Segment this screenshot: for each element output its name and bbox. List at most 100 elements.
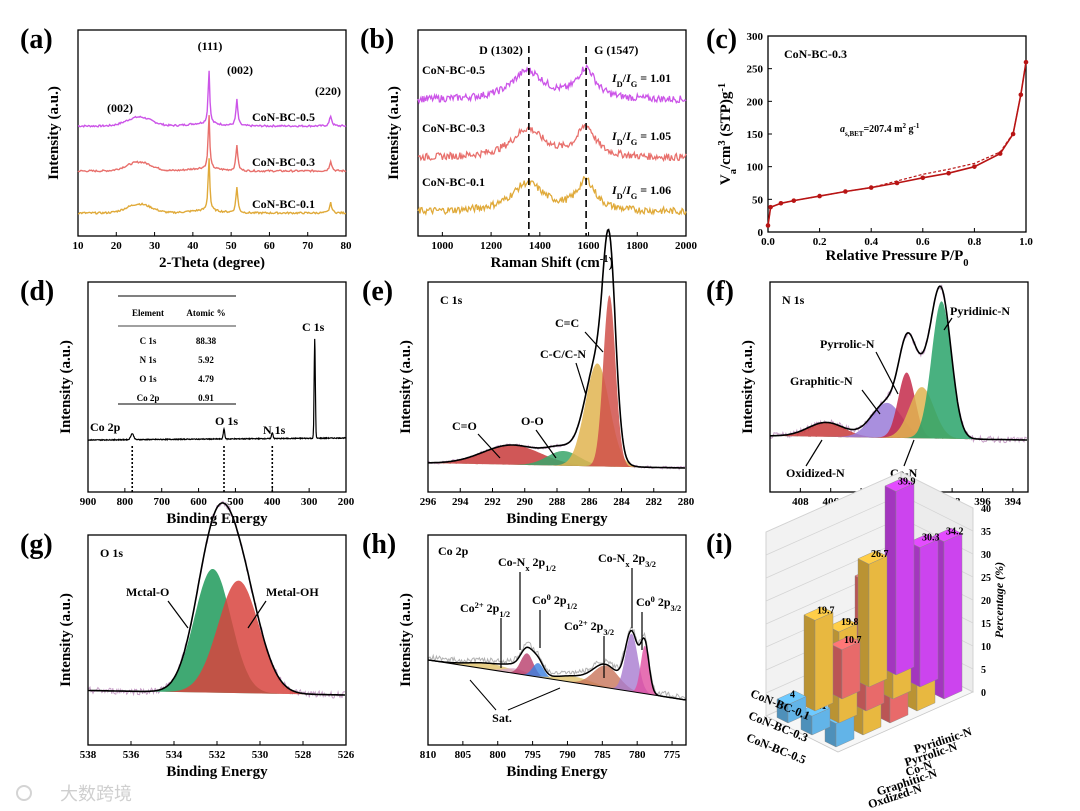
core-level-label: Co 2p xyxy=(438,544,469,558)
x-axis-title: Binding Energy xyxy=(166,764,268,780)
xrd-series-line xyxy=(77,158,347,215)
xrd-series-line xyxy=(77,70,347,128)
y-axis-title: Intensity (a.u.) xyxy=(398,340,414,434)
satellite-leader-line xyxy=(507,687,561,711)
x-tick-label: 0.0 xyxy=(761,236,775,248)
z-tick-label: 25 xyxy=(981,573,991,584)
table-cell: Co 2p xyxy=(137,393,160,403)
z-tick-label: 5 xyxy=(981,665,986,676)
x-tick-label: 538 xyxy=(80,749,97,761)
plot-frame xyxy=(77,29,347,237)
grid-line xyxy=(765,494,902,556)
bar-top xyxy=(884,477,915,492)
raman-series-line xyxy=(417,123,687,163)
x-tick-label: 286 xyxy=(581,496,598,508)
bar-top xyxy=(857,550,888,565)
bar-front xyxy=(895,483,915,676)
y-tick-label: 150 xyxy=(747,129,764,141)
panel-letter-g: (g) xyxy=(20,529,53,560)
x-tick-label: 775 xyxy=(664,749,681,761)
panel-a: (a) 10 20 30 40 50 60 70 80 2-Theta (degree) Inten… xyxy=(20,24,352,271)
panel-letter-d: (d) xyxy=(20,276,54,307)
y-tick-label: 300 xyxy=(747,31,764,43)
x-tick-label: 1200 xyxy=(480,240,503,252)
peak-label: O 1s xyxy=(215,414,238,428)
x-tick-label: 534 xyxy=(166,749,183,761)
id-ig-ratio: ID/IG = 1.05 xyxy=(611,129,671,147)
x-axis-title: Raman Shift (cm-1) xyxy=(491,254,614,272)
core-level-label: O 1s xyxy=(100,546,123,560)
label-leader-line xyxy=(477,433,501,459)
panel-letter-b: (b) xyxy=(360,24,394,55)
x-tick-label: 284 xyxy=(613,496,630,508)
isotherm-point xyxy=(778,200,784,206)
x-tick-label: 294 xyxy=(452,496,469,508)
x-tick-label: 1000 xyxy=(431,240,454,252)
peak-label: Co-Nx 2p3/2 xyxy=(598,551,656,569)
label-leader-line xyxy=(575,362,587,396)
isotherm-point xyxy=(768,204,773,210)
x-tick-label: 20 xyxy=(111,240,123,252)
fit-component-area xyxy=(428,633,686,700)
bar-value-label: 39.9 xyxy=(898,476,916,487)
plot-frame xyxy=(427,534,687,746)
bar-value-label: 34.2 xyxy=(946,527,964,538)
fit-component-area xyxy=(770,422,1028,440)
panel-letter-e: (e) xyxy=(362,276,393,307)
isotherm-point xyxy=(791,198,797,203)
id-ig-ratio: ID/IG = 1.06 xyxy=(611,183,671,201)
label-leader-line xyxy=(903,439,915,467)
envelope-line xyxy=(770,285,1027,441)
peak-label: Co2+ 2p1/2 xyxy=(460,601,510,619)
x-tick-label: 394 xyxy=(1005,496,1022,508)
z-tick-label: 0 xyxy=(981,688,986,699)
isotherm-point xyxy=(920,175,926,181)
y-axis-title: Intensity (a.u.) xyxy=(58,340,74,434)
x-tick-label: 795 xyxy=(524,749,541,761)
plot-frame xyxy=(87,281,347,493)
bar-front xyxy=(868,555,888,688)
x-axis-title: Binding Energy xyxy=(506,764,608,780)
x-tick-label: 780 xyxy=(629,749,646,761)
component-label: Graphitic-N xyxy=(790,374,853,388)
panel-h: (h) 810 805 800 795 790 785 780 775 Binding Energ… xyxy=(362,529,687,780)
grid-line xyxy=(765,540,902,602)
x-axis-title: 2-Theta (degree) xyxy=(159,255,265,271)
x-tick-label: 290 xyxy=(517,496,534,508)
z-tick-label: 30 xyxy=(981,550,991,561)
x-tick-label: 280 xyxy=(678,496,695,508)
y-tick-label: 250 xyxy=(747,64,764,76)
x-tick-label: 785 xyxy=(594,749,611,761)
x-tick-label: 805 xyxy=(455,749,472,761)
z-tick-label: 35 xyxy=(981,527,991,538)
bar-value-label: 30.3 xyxy=(922,533,940,544)
x-tick-label: 50 xyxy=(226,240,238,252)
panel-e: (e) 296 294 292 290 288 286 284 282 280 Binding En… xyxy=(362,228,695,527)
bar-front xyxy=(814,611,834,712)
panel-letter-i: (i) xyxy=(706,529,732,560)
table-cell: N 1s xyxy=(140,355,157,365)
peak-label: Co-Nx 2p1/2 xyxy=(498,555,556,573)
xrd-series-line xyxy=(77,115,347,173)
peak-label: (220) xyxy=(315,84,341,98)
peak-label: Co2+ 2p3/2 xyxy=(564,619,614,637)
table-cell: C 1s xyxy=(140,336,157,346)
panel-letter-h: (h) xyxy=(362,529,396,560)
component-label: C=O xyxy=(452,419,477,433)
panel-g: (g) 538 536 534 532 530 528 526 Binding Energy In… xyxy=(20,500,355,780)
isotherm-point xyxy=(1010,131,1016,137)
table-cell: 88.38 xyxy=(196,336,217,346)
x-tick-label: 800 xyxy=(489,749,506,761)
bar-value-label: 19.8 xyxy=(841,617,859,628)
x-tick-label: 282 xyxy=(646,496,663,508)
adsorption-branch xyxy=(767,61,1027,226)
raman-series-line xyxy=(417,175,687,217)
y-axis-title: Intensity (a.u.) xyxy=(398,593,414,687)
y-axis-title: Intensity (a.u.) xyxy=(58,593,74,687)
series-label: CoN-BC-0.1 xyxy=(422,175,485,189)
y-axis-title: Intensity (a.u.) xyxy=(46,86,62,180)
label-leader-line xyxy=(584,331,604,353)
x-tick-label: 1400 xyxy=(529,240,552,252)
x-tick-label: 536 xyxy=(123,749,140,761)
x-tick-label: 408 xyxy=(792,496,809,508)
